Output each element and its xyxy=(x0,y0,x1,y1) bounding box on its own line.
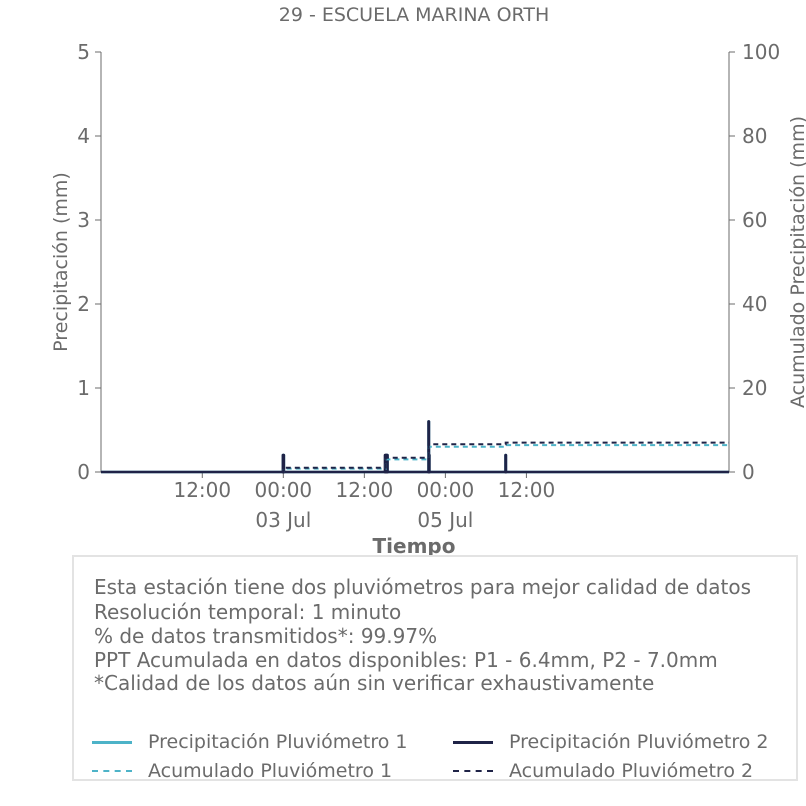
series-acumulado-pluviometro-2-line xyxy=(101,441,729,473)
x-tick-label: 12:00 xyxy=(498,478,556,502)
y-tick-label: 1 xyxy=(77,376,90,400)
y-tick-label: 3 xyxy=(77,208,90,232)
y-tick-label: 0 xyxy=(77,460,90,484)
x-tick-label: 12:00 xyxy=(336,478,394,502)
y2-tick-label: 40 xyxy=(742,292,767,316)
y-tick-label: 5 xyxy=(77,40,90,64)
legend-item-precip-p2: Precipitación Pluviómetro 2 xyxy=(453,730,769,754)
legend-swatch-accum-p2 xyxy=(453,770,493,772)
legend-swatch-precip-p1 xyxy=(92,740,132,744)
y2-tick-label: 80 xyxy=(742,124,767,148)
legend-item-accum-p2: Acumulado Pluviómetro 2 xyxy=(453,759,753,783)
info-line-transmitted: % de datos transmitidos*: 99.97% xyxy=(94,624,438,648)
info-line-quality-note: *Calidad de los datos aún sin verificar … xyxy=(94,671,655,695)
legend-swatch-precip-p2 xyxy=(453,740,493,744)
y-tick-label: 4 xyxy=(77,124,90,148)
x-tick-label: 12:00 xyxy=(173,478,231,502)
x-tick-label: 00:00 xyxy=(417,478,475,502)
y-tick-label: 2 xyxy=(77,292,90,316)
x-tick-sublabel: 05 Jul xyxy=(417,508,473,532)
legend-label-precip-p2: Precipitación Pluviómetro 2 xyxy=(509,731,769,753)
y2-tick-label: 20 xyxy=(742,376,767,400)
x-tick-label: 00:00 xyxy=(255,478,313,502)
info-line-resolution: Resolución temporal: 1 minuto xyxy=(94,600,402,624)
legend-label-accum-p2: Acumulado Pluviómetro 2 xyxy=(509,760,754,782)
y2-tick-label: 100 xyxy=(742,40,780,64)
y2-tick-label: 0 xyxy=(742,460,755,484)
legend-item-accum-p1: Acumulado Pluviómetro 1 xyxy=(92,759,392,783)
legend-label-accum-p1: Acumulado Pluviómetro 1 xyxy=(148,760,393,782)
legend-swatch-accum-p1 xyxy=(92,770,132,772)
x-axis-label: Tiempo xyxy=(373,534,456,558)
y2-tick-label: 60 xyxy=(742,208,767,232)
chart-marks xyxy=(101,420,729,474)
rainfall-chart: 29 - ESCUELA MARINA ORTH Precipitación (… xyxy=(50,4,806,558)
info-legend-box: Esta estación tiene dos pluviómetros par… xyxy=(72,555,798,783)
y-axis-label: Precipitación (mm) xyxy=(50,172,72,352)
chart-title: 29 - ESCUELA MARINA ORTH xyxy=(279,4,550,26)
legend-label-precip-p1: Precipitación Pluviómetro 1 xyxy=(148,731,408,753)
info-line-accumulated: PPT Acumulada en datos disponibles: P1 -… xyxy=(94,648,718,672)
legend-item-precip-p1: Precipitación Pluviómetro 1 xyxy=(92,730,408,754)
info-line-dual-gauges: Esta estación tiene dos pluviómetros par… xyxy=(94,575,752,599)
x-tick-sublabel: 03 Jul xyxy=(255,508,311,532)
y2-axis-label: Acumulado Precipitación (mm) xyxy=(787,116,806,408)
